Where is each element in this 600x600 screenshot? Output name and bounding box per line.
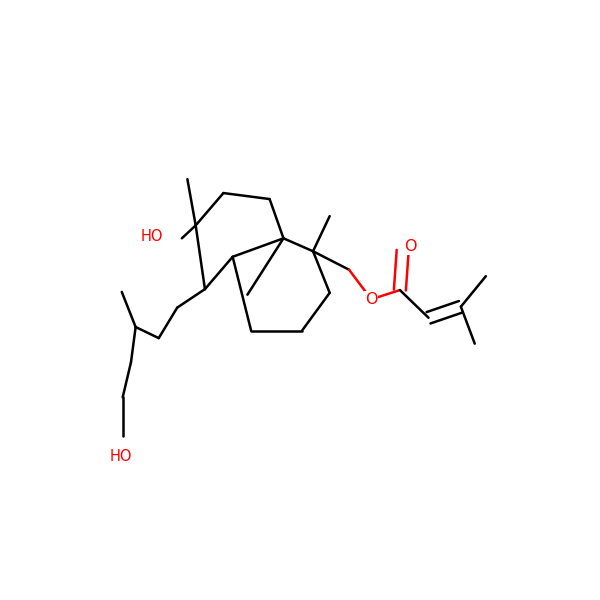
Text: O: O [365,292,377,307]
Text: HO: HO [109,449,131,464]
Text: O: O [404,239,416,254]
Text: HO: HO [141,229,163,244]
